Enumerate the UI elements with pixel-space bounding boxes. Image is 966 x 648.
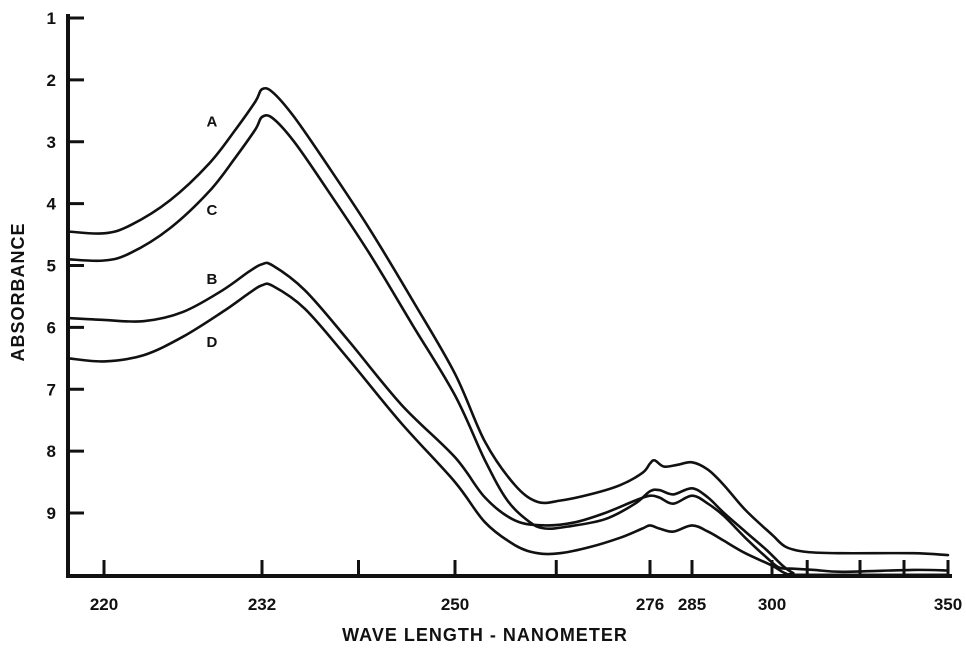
x-tick-label: 220 (90, 595, 118, 614)
x-tick-label: 250 (441, 595, 469, 614)
y-tick-label: 3 (47, 133, 56, 152)
y-tick-label: 5 (47, 257, 56, 276)
axes (66, 14, 952, 578)
y-tick-label: 1 (47, 9, 56, 28)
y-tick-label: 4 (47, 195, 57, 214)
curves (66, 86, 950, 577)
y-axis-title: ABSORBANCE (8, 222, 28, 361)
y-tick-label: 9 (47, 504, 56, 523)
y-tick-label: 2 (47, 71, 56, 90)
y-ticks: 1 2 3 4 5 6 7 8 9 (47, 9, 84, 523)
series-b-curve (66, 261, 950, 574)
x-tick-label: 350 (934, 595, 962, 614)
series-label-c: C (207, 202, 218, 219)
series-label-d: D (207, 334, 218, 351)
x-tick-label: 276 (636, 595, 664, 614)
x-axis-title: WAVE LENGTH - NANOMETER (342, 625, 628, 645)
x-tick-label: 285 (678, 595, 706, 614)
series-c-curve (66, 114, 950, 577)
x-tick-label: 232 (248, 595, 276, 614)
x-tick-label: 300 (758, 595, 786, 614)
series-a-curve (66, 86, 950, 557)
y-tick-label: 8 (47, 442, 56, 461)
y-tick-label: 7 (47, 380, 56, 399)
x-ticks: 220 232 250 276 285 300 350 (90, 560, 962, 614)
y-tick-label: 6 (47, 318, 56, 337)
series-label-b: B (207, 271, 218, 288)
series-d-curve (66, 282, 950, 577)
series-labels: A C B D (207, 113, 218, 351)
series-label-a: A (207, 113, 218, 130)
